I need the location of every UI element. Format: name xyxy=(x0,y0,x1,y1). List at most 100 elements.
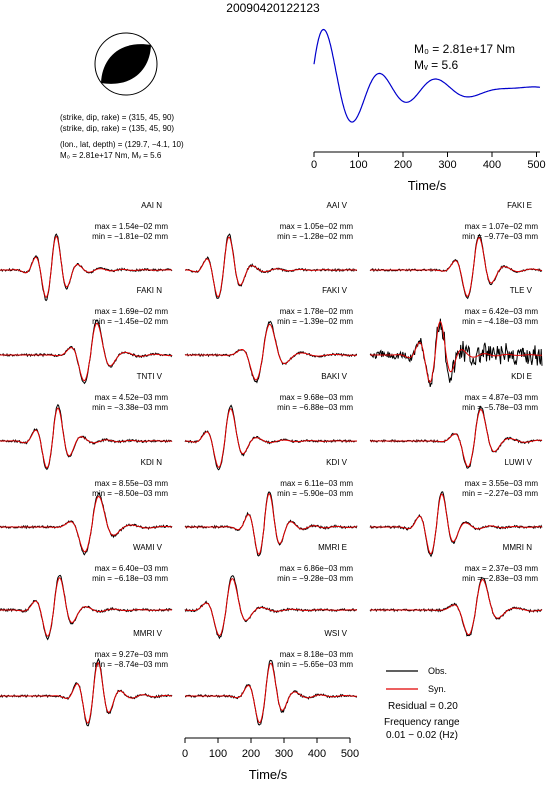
station-name: BAKI V xyxy=(321,372,347,381)
moment-magnitude-line: M₀ = 2.81e+17 Nm, Mᵥ = 5.6 xyxy=(60,151,162,160)
waveform-axis: 0 100 200 300 400 500 Time/s xyxy=(182,737,359,782)
synthetic-trace xyxy=(370,237,543,297)
station-min: min = −3.38e−03 mm xyxy=(92,403,168,412)
station-name: FAKI E xyxy=(507,201,532,210)
station-min: min = −5.78e−03 mm xyxy=(462,403,538,412)
station-min: min = −1.45e−02 mm xyxy=(92,317,168,326)
station-min: min = −1.39e−02 mm xyxy=(277,317,353,326)
station-max: max = 1.54e−02 mm xyxy=(95,222,169,231)
station-min: min = −5.65e−03 mm xyxy=(277,660,353,669)
stf-tick-label: 100 xyxy=(349,159,367,171)
synthetic-trace xyxy=(185,408,357,468)
station-name: LUWI V xyxy=(504,458,532,467)
synthetic-trace xyxy=(0,407,173,469)
synthetic-trace xyxy=(185,323,358,381)
legend-syn-label: Syn. xyxy=(428,684,446,694)
stf-mw-label: Mᵥ = 5.6 xyxy=(414,58,459,72)
synthetic-trace xyxy=(185,662,357,724)
stf-curve xyxy=(313,28,541,123)
waveform-tick-label: 300 xyxy=(275,748,293,760)
station-name: MMRI E xyxy=(318,543,347,552)
station-min: min = −6.18e−03 mm xyxy=(92,574,168,583)
station-name: AAI N xyxy=(141,201,162,210)
residual-label: Residual = 0.20 xyxy=(388,701,458,712)
synthetic-trace xyxy=(370,408,543,468)
synthetic-trace xyxy=(370,493,542,555)
stf-tick-label: 200 xyxy=(394,159,412,171)
station-name: MMRI V xyxy=(133,629,163,638)
legend-obs-label: Obs. xyxy=(428,666,447,676)
observed-trace xyxy=(184,491,358,557)
synthetic-trace xyxy=(370,579,543,636)
synthetic-trace xyxy=(0,235,172,298)
station-max: max = 6.86e−03 mm xyxy=(280,564,354,573)
stf-ticks: 0 100 200 300 400 500 xyxy=(311,152,546,171)
station-name: TNTI V xyxy=(137,372,163,381)
stf-tick-label: 400 xyxy=(483,159,501,171)
station-max: max = 4.87e−03 mm xyxy=(465,393,539,402)
observed-trace xyxy=(369,576,543,637)
beachball-compression xyxy=(101,44,151,84)
synthetic-trace xyxy=(0,577,173,637)
station-max: max = 1.69e−02 mm xyxy=(95,307,169,316)
waveform-tick-label: 200 xyxy=(242,748,260,760)
waveform-tick-label: 0 xyxy=(182,748,188,760)
synthetic-trace xyxy=(185,578,357,637)
stf-m0-label: M₀ = 2.81e+17 Nm xyxy=(414,42,515,56)
legend: Obs. Syn. Residual = 0.20 Frequency rang… xyxy=(384,666,460,741)
station-max: max = 3.55e−03 mm xyxy=(465,479,539,488)
nodal-plane-1: (strike, dip, rake) = (315, 45, 90) xyxy=(60,113,174,122)
station-min: min = −1.81e−02 mm xyxy=(92,232,168,241)
station-max: max = 6.11e−03 mm xyxy=(280,479,353,488)
station-name: KDI V xyxy=(326,458,348,467)
event-title: 20090420122123 xyxy=(226,1,320,15)
station-min: min = −9.28e−03 mm xyxy=(277,574,353,583)
synthetic-trace xyxy=(0,662,173,724)
station-min: min = −6.88e−03 mm xyxy=(277,403,353,412)
station-max: max = 6.42e−03 mm xyxy=(465,307,539,316)
station-name: WSI V xyxy=(324,629,347,638)
station-max: max = 8.55e−03 mm xyxy=(95,479,169,488)
beachball xyxy=(94,32,158,96)
observed-trace xyxy=(185,659,358,726)
stf-tick-label: 300 xyxy=(438,159,456,171)
station-max: max = 1.07e−02 mm xyxy=(465,222,539,231)
waveform-tick-label: 500 xyxy=(341,748,359,760)
nodal-plane-2: (strike, dip, rake) = (135, 45, 90) xyxy=(60,124,174,133)
station-min: min = −1.28e−02 mm xyxy=(277,232,353,241)
station-min: min = −8.50e−03 mm xyxy=(92,489,168,498)
station-min: min = −4.18e−03 mm xyxy=(462,317,538,326)
station-max: max = 9.27e−03 mm xyxy=(95,650,169,659)
station-max: max = 6.40e−03 mm xyxy=(95,564,169,573)
waveform-xlabel: Time/s xyxy=(249,767,288,782)
frequency-range-title: Frequency range xyxy=(384,717,460,728)
synthetic-trace xyxy=(0,495,173,553)
station-max: max = 8.18e−03 mm xyxy=(280,650,354,659)
synthetic-trace xyxy=(185,236,357,298)
stf-xlabel: Time/s xyxy=(408,178,447,193)
waveform-tick-label: 100 xyxy=(209,748,227,760)
station-min: min = −5.90e−03 mm xyxy=(277,489,353,498)
station-name: KDI N xyxy=(141,458,163,467)
station-min: min = −2.27e−03 mm xyxy=(462,489,538,498)
waveform-tick-label: 400 xyxy=(308,748,326,760)
frequency-range-value: 0.01 − 0.02 (Hz) xyxy=(386,730,458,741)
station-min: min = −2.83e−03 mm xyxy=(462,574,538,583)
waveform-ticks: 0 100 200 300 400 500 xyxy=(182,738,359,760)
